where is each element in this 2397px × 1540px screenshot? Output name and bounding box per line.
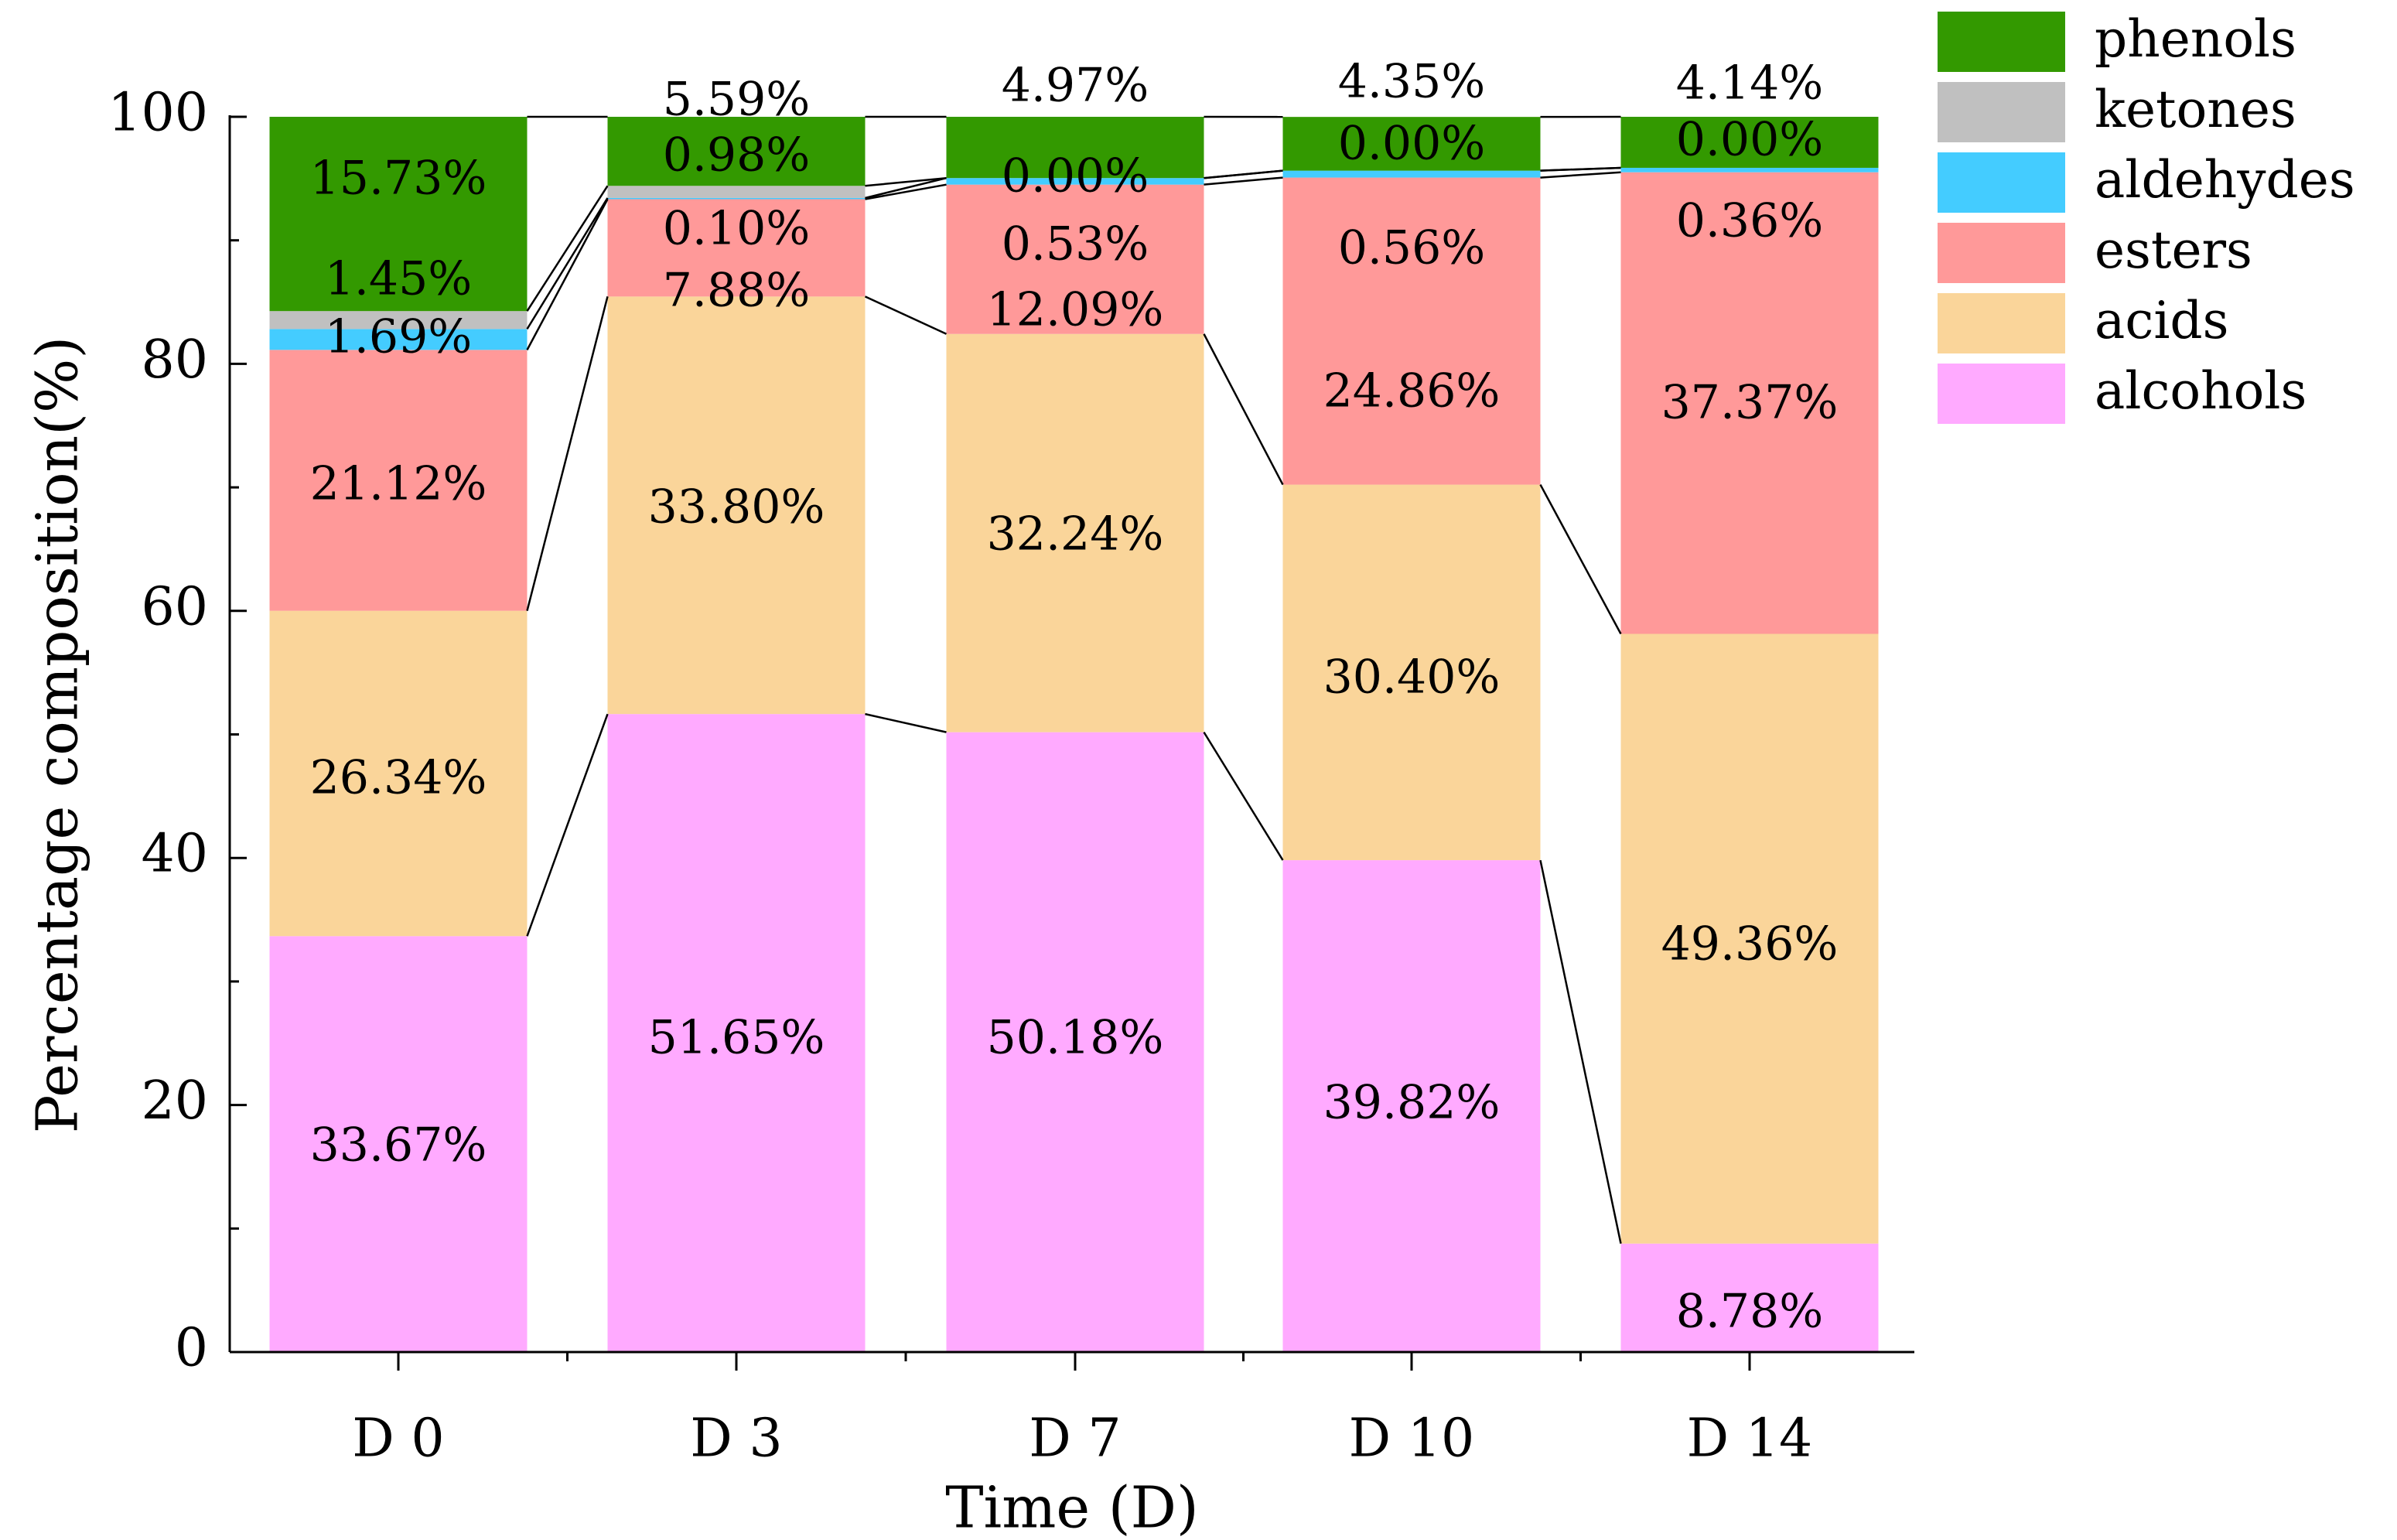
x-tick-label-0: D 0 (352, 1409, 444, 1470)
label-alcohols-1: 51.65% (648, 1011, 825, 1065)
x-tick-label-1: D 3 (690, 1409, 782, 1470)
label-aldehydes-0: 1.69% (325, 310, 473, 364)
label-aldehydes-4: 0.36% (1676, 194, 1824, 248)
legend-swatch-phenols (1938, 12, 2065, 72)
connector-esters-0 (528, 200, 608, 350)
label-esters-3: 24.86% (1323, 364, 1501, 418)
bar-aldehydes-4 (1621, 168, 1879, 172)
legend-swatch-aldehydes (1938, 152, 2065, 213)
y-tick-label-0: 0 (175, 1318, 208, 1379)
connector-acids-2 (1204, 334, 1283, 485)
label-aldehydes-2: 0.53% (1002, 217, 1149, 271)
label-ketones-3: 0.00% (1338, 117, 1486, 171)
connector-esters-1 (866, 185, 947, 200)
connector-acids-3 (1541, 485, 1621, 634)
legend-swatch-acids (1938, 293, 2065, 353)
label-alcohols-4: 8.78% (1676, 1285, 1824, 1339)
y-tick-label-2: 40 (141, 824, 208, 885)
connector-ketones-3 (1541, 168, 1621, 171)
label-phenols-3: 4.35% (1338, 55, 1486, 109)
label-acids-0: 26.34% (310, 751, 487, 805)
bar-aldehydes-1 (608, 198, 866, 200)
legend-label-ketones: ketones (2095, 80, 2296, 139)
x-tick-label-3: D 10 (1349, 1409, 1475, 1470)
label-alcohols-3: 39.82% (1323, 1076, 1501, 1130)
label-aldehydes-3: 0.56% (1338, 221, 1486, 275)
connector-esters-2 (1204, 178, 1283, 185)
label-ketones-1: 0.98% (663, 128, 811, 183)
label-phenols-4: 4.14% (1676, 56, 1824, 111)
bar-aldehydes-3 (1283, 171, 1541, 178)
legend-swatch-ketones (1938, 82, 2065, 142)
label-ketones-0: 1.45% (325, 252, 473, 306)
label-phenols-0: 15.73% (310, 152, 487, 206)
label-phenols-1: 5.59% (663, 73, 811, 127)
connector-ketones-0 (528, 186, 608, 311)
connector-alcohols-2 (1204, 732, 1283, 860)
connector-acids-0 (528, 296, 608, 610)
legend-label-alcohols: alcohols (2095, 361, 2307, 421)
x-axis-title: Time (D) (945, 1474, 1199, 1536)
label-acids-3: 30.40% (1323, 650, 1501, 705)
legend-swatch-esters (1938, 223, 2065, 283)
x-tick-label-4: D 14 (1687, 1409, 1813, 1470)
label-acids-2: 32.24% (987, 507, 1164, 562)
label-ketones-2: 0.00% (1002, 149, 1149, 203)
label-acids-4: 49.36% (1661, 917, 1839, 971)
legend-label-aldehydes: aldehydes (2095, 150, 2355, 210)
connector-alcohols-1 (866, 714, 947, 732)
y-axis-title: Percentage composition(%) (24, 336, 90, 1133)
label-acids-1: 33.80% (648, 480, 825, 534)
x-tick-label-2: D 7 (1029, 1409, 1121, 1470)
label-aldehydes-1: 0.10% (663, 202, 811, 256)
connector-alcohols-0 (528, 714, 608, 936)
label-esters-1: 7.88% (663, 264, 811, 318)
legend-label-esters: esters (2095, 220, 2252, 280)
label-phenols-2: 4.97% (1002, 59, 1149, 113)
connector-esters-3 (1541, 172, 1621, 178)
label-alcohols-2: 50.18% (987, 1011, 1164, 1065)
label-esters-4: 37.37% (1661, 376, 1839, 430)
legend-label-acids: acids (2095, 291, 2229, 350)
connector-alcohols-3 (1541, 860, 1621, 1244)
y-tick-label-5: 100 (108, 83, 208, 144)
label-alcohols-0: 33.67% (310, 1118, 487, 1173)
connector-ketones-2 (1204, 171, 1283, 179)
legend-swatch-alcohols (1938, 364, 2065, 424)
connector-aldehydes-0 (528, 198, 608, 329)
legend-label-phenols: phenols (2095, 9, 2296, 69)
label-ketones-4: 0.00% (1676, 113, 1824, 167)
y-tick-label-1: 20 (141, 1070, 208, 1132)
connector-acids-1 (866, 296, 947, 333)
label-esters-2: 12.09% (987, 283, 1164, 337)
y-tick-label-4: 80 (141, 330, 208, 391)
label-esters-0: 21.12% (310, 457, 487, 511)
y-tick-label-3: 60 (141, 576, 208, 637)
bar-ketones-1 (608, 186, 866, 198)
